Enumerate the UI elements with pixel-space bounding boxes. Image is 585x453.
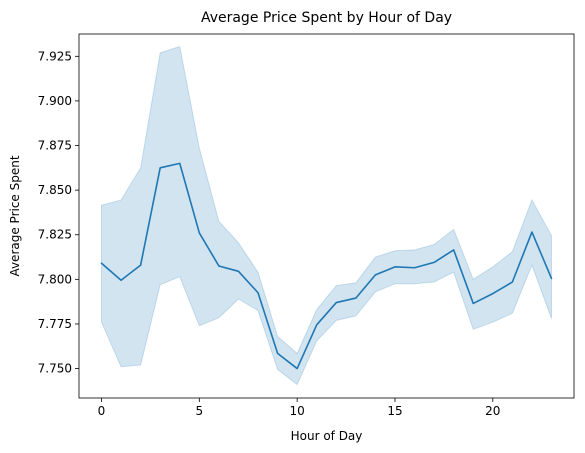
y-tick-label: 7.750	[38, 362, 72, 376]
data-point	[353, 296, 358, 301]
data-point	[510, 280, 515, 285]
series-line-layer	[99, 161, 554, 371]
data-point	[236, 269, 241, 274]
data-point	[471, 301, 476, 306]
data-point	[177, 161, 182, 166]
data-point	[549, 276, 554, 281]
data-point	[256, 290, 261, 295]
y-tick-label: 7.900	[38, 94, 72, 108]
data-point	[138, 263, 143, 268]
data-point	[392, 264, 397, 269]
y-axis: 7.750 7.775 7.800 7.825 7.850 7.875 7.900 7.925	[38, 49, 79, 376]
y-tick-label: 7.875	[38, 139, 72, 153]
x-tick-label: 15	[387, 404, 402, 418]
x-axis: 0 5 10 15 20	[98, 398, 500, 418]
data-point	[99, 261, 104, 266]
data-point	[490, 291, 495, 296]
y-tick-label: 7.825	[38, 228, 72, 242]
data-point	[275, 351, 280, 356]
confidence-band-layer	[101, 45, 552, 386]
data-point	[373, 272, 378, 277]
data-point	[451, 247, 456, 252]
y-tick-label: 7.775	[38, 317, 72, 331]
plot-area-frame	[78, 33, 575, 399]
data-point	[412, 265, 417, 270]
x-tick-label: 10	[290, 404, 305, 418]
confidence-band	[101, 45, 552, 386]
data-point	[529, 230, 534, 235]
data-point	[295, 366, 300, 371]
y-tick-label: 7.800	[38, 272, 72, 286]
data-point	[334, 300, 339, 305]
data-point	[158, 165, 163, 170]
x-tick-label: 5	[196, 404, 204, 418]
y-tick-label: 7.925	[38, 49, 72, 63]
data-point	[314, 322, 319, 327]
x-tick-label: 0	[98, 404, 106, 418]
y-axis-label: Average Price Spent	[8, 155, 22, 276]
data-point	[197, 230, 202, 235]
data-point	[119, 278, 124, 283]
series-line	[100, 162, 553, 370]
chart-title: Average Price Spent by Hour of Day	[201, 10, 452, 26]
data-point	[216, 263, 221, 268]
y-tick-label: 7.850	[38, 183, 72, 197]
data-point	[432, 260, 437, 265]
x-tick-label: 20	[485, 404, 500, 418]
x-axis-label: Hour of Day	[291, 429, 363, 443]
